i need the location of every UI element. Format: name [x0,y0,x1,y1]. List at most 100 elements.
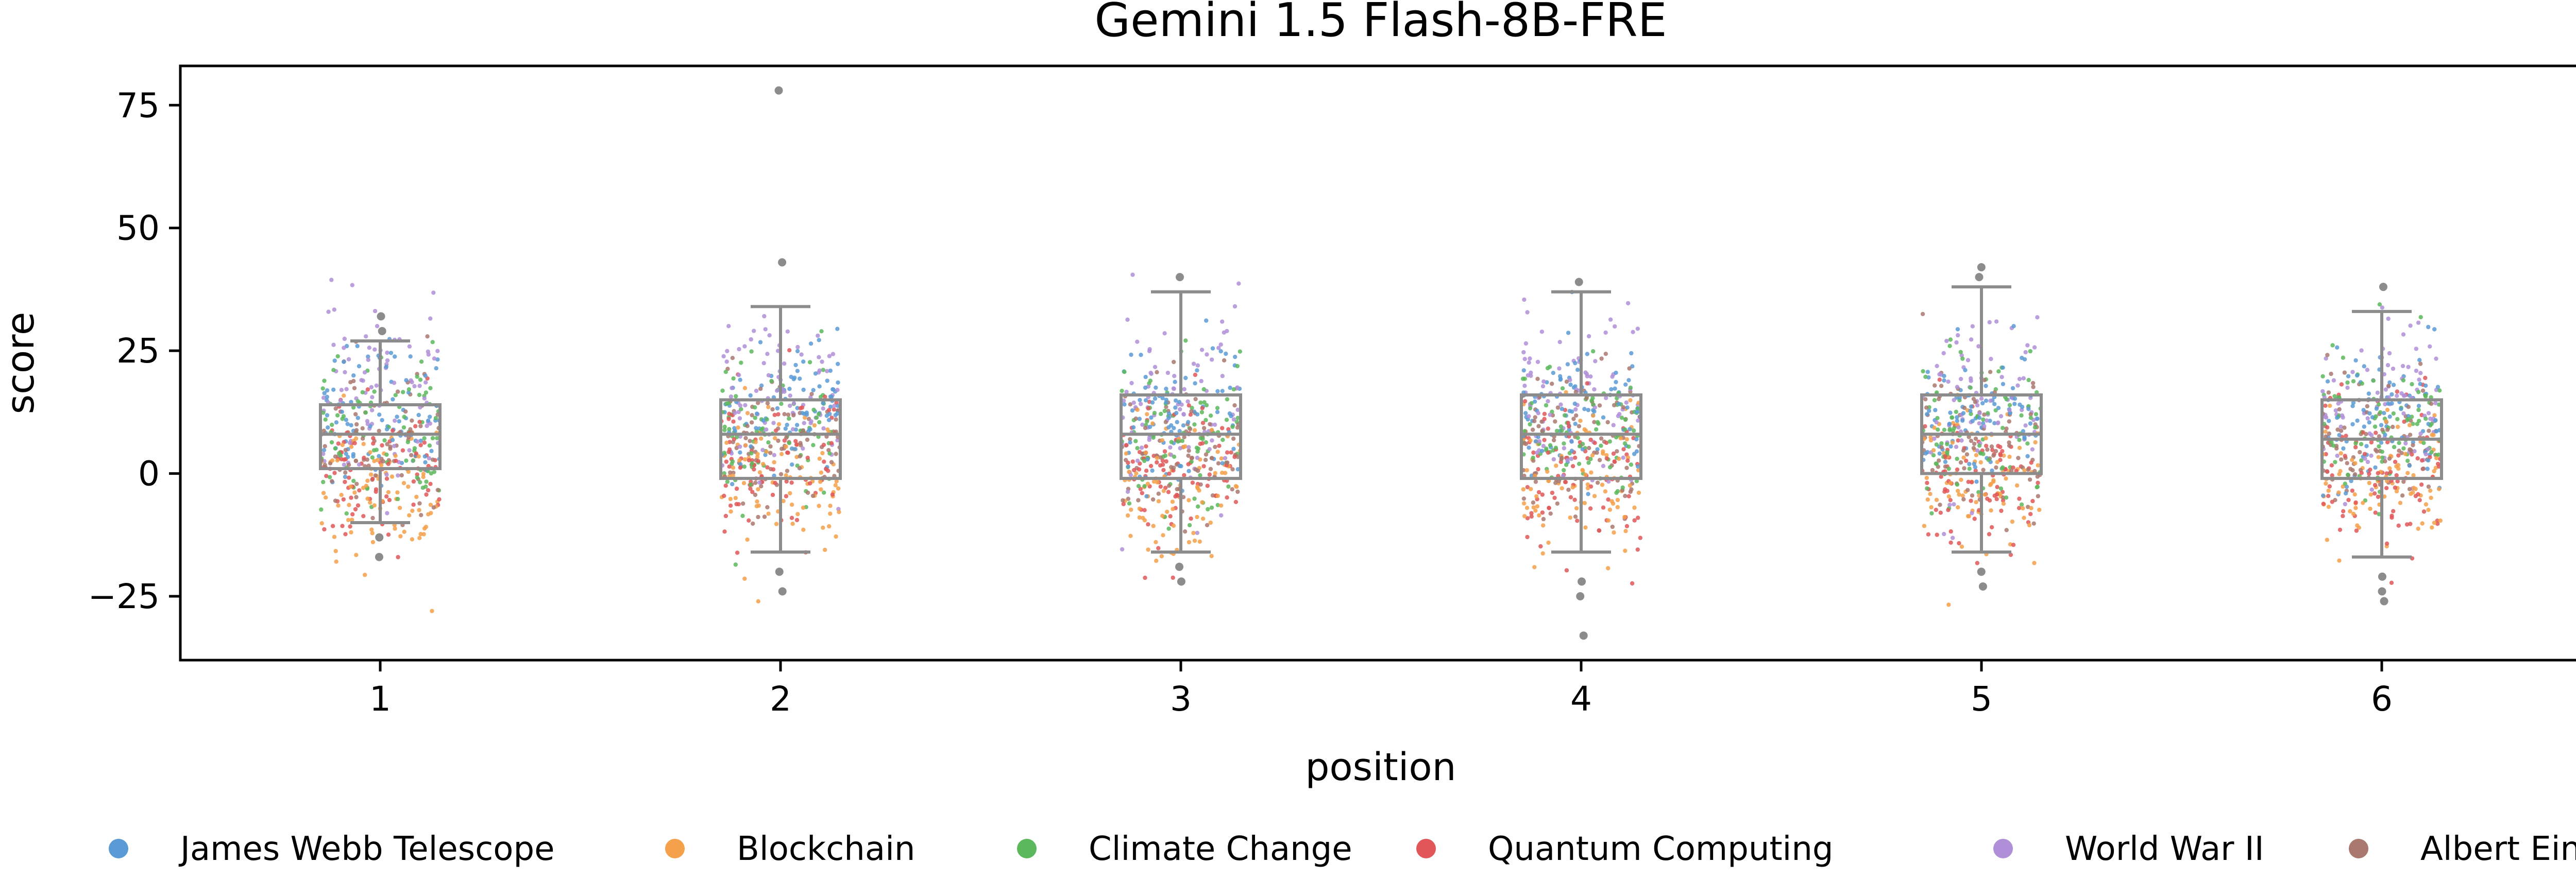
scatter-point [834,479,839,484]
scatter-point [2387,456,2392,461]
scatter-point [1129,381,1134,386]
scatter-point [1167,471,1172,476]
scatter-point [1155,456,1160,460]
box-plots [319,86,2443,640]
scatter-point [2001,495,2006,500]
scatter-point [2321,493,2326,498]
scatter-point [779,452,784,456]
scatter-point [835,438,840,443]
scatter-point [1987,532,1992,537]
scatter-point [2326,505,2331,509]
scatter-point [1622,514,1627,520]
scatter-point [1937,377,1942,382]
scatter-point [1209,505,1214,510]
scatter-point [1554,463,1558,468]
scatter-point [1624,437,1629,442]
scatter-point [1542,417,1547,421]
scatter-point [756,401,760,405]
scatter-point [788,393,792,398]
scatter-point [1186,420,1191,424]
scatter-point [2432,413,2437,418]
scatter-point [346,462,351,467]
scatter-point [1233,354,1238,359]
scatter-point [1931,453,1936,458]
scatter-point [817,420,822,425]
scatter-point [1955,467,1960,472]
scatter-point [417,384,422,388]
scatter-point [1171,507,1175,511]
box-plot-6 [2320,283,2443,606]
scatter-point [724,440,729,445]
scatter-point [1625,458,1630,463]
scatter-point [433,416,438,421]
scatter-point [1195,368,1199,373]
box-plot-1 [319,312,442,561]
scatter-point [422,454,427,459]
scatter-point [1228,385,1232,390]
scatter-point [1957,395,1962,400]
scatter-point [1995,460,2000,464]
scatter-point [723,513,728,519]
scatter-point [1582,407,1587,411]
scatter-point [1575,436,1580,440]
scatter-point [829,460,834,464]
box-plot-4 [1520,278,1642,640]
scatter-point [724,459,729,464]
scatter-point [1187,403,1191,408]
scatter-point [346,455,350,459]
scatter-point [1200,500,1205,505]
scatter-point [1161,468,1166,473]
scatter-point [1521,487,1526,492]
scatter-point [1591,413,1596,418]
scatter-point [790,522,795,526]
scatter-point [1950,536,1955,540]
scatter-point [748,486,753,491]
scatter-point [2335,453,2340,458]
scatter-point [353,412,358,417]
scatter-point [1542,411,1547,416]
scatter-point [393,418,397,423]
scatter-point [2417,358,2422,363]
scatter-point [1615,396,1619,401]
scatter-point [1982,378,1987,383]
scatter-point [1963,368,1968,372]
scatter-point [1604,453,1609,458]
legend-label: Climate Change [1089,830,1352,868]
scatter-point [1182,387,1187,391]
scatter-point [2341,513,2345,519]
scatter-point [1147,435,1152,440]
scatter-point [2009,469,2014,473]
scatter-point [333,498,338,503]
scatter-point [1977,421,1981,426]
scatter-point [2432,327,2437,332]
scatter-point [1554,428,1560,434]
scatter-point [1925,370,1930,374]
scatter-point [730,459,735,464]
scatter-point [1135,339,1140,344]
scatter-point [385,358,390,363]
scatter-point [382,438,387,443]
scatter-point [2362,364,2366,369]
scatter-point [837,510,841,514]
scatter-point [1560,428,1564,433]
scatter-point [1998,453,2003,458]
scatter-point [1121,502,1126,507]
scatter-point [1591,349,1596,354]
scatter-point [1557,366,1562,371]
scatter-point [742,344,747,349]
scatter-point [1566,421,1571,425]
scatter-point [1925,486,1929,491]
scatter-point [391,397,395,402]
scatter-point [1171,523,1176,528]
scatter-point [1611,423,1616,427]
box-iqr [319,403,442,471]
scatter-point [2035,474,2040,479]
scatter-point [772,460,776,464]
scatter-point [2361,501,2365,505]
scatter-point [2323,415,2328,420]
scatter-point [2421,467,2426,471]
scatter-point [2025,454,2030,459]
scatter-point [1946,508,1951,512]
scatter-point [2386,316,2391,321]
scatter-point [809,392,814,396]
